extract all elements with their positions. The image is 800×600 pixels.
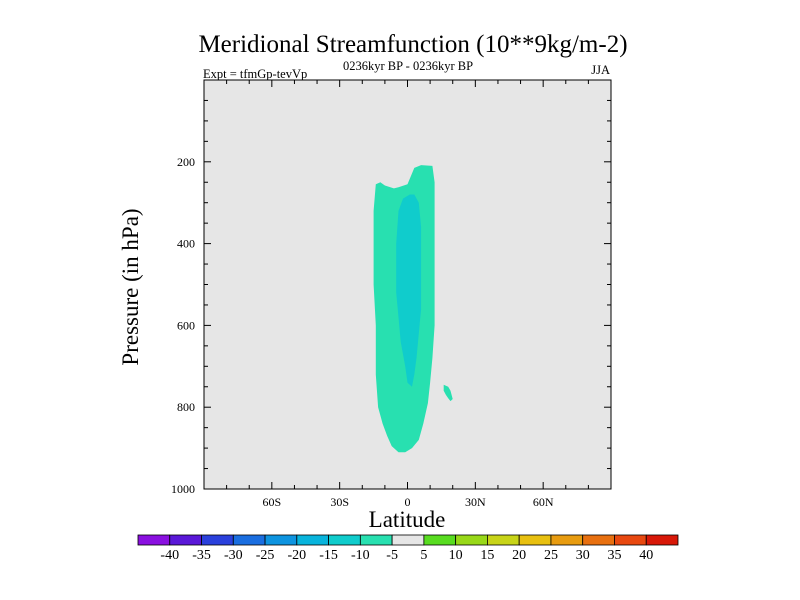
colorbar-swatch [582,534,615,546]
colorbar-swatch [169,534,202,546]
colorbar-swatch [359,534,393,546]
colorbar-label: 5 [420,548,427,563]
colorbar-swatch [550,534,584,546]
colorbar-swatch [328,534,361,546]
colorbar-swatch [201,534,234,546]
colorbar-label: -20 [287,548,306,563]
colorbar-swatch [296,534,329,546]
colorbar-label: 40 [639,548,653,563]
chart-title: Meridional Streamfunction (10**9kg/m-2) [198,31,627,58]
colorbar-label: -40 [160,548,179,563]
colorbar-label: 20 [512,548,526,563]
y-tick-label: 400 [177,237,195,251]
colorbar-swatch [518,534,552,546]
colorbar-swatch [455,534,488,546]
colorbar-label: 25 [544,548,558,563]
experiment-label: Expt = tfmGp-tevVp [203,67,307,81]
colorbar-label: 15 [480,548,494,563]
y-axis: 200 400 600 800 1000 [171,99,611,496]
colorbar-label: -15 [319,548,338,563]
y-tick-label: 800 [177,400,195,414]
colorbar-label: -25 [256,548,275,563]
x-tick-label: 0 [405,495,411,509]
colorbar-swatch [264,534,298,546]
season-label: JJA [591,63,610,77]
y-axis-label: Pressure (in hPa) [118,208,143,365]
period-label: 0236kyr BP - 0236kyr BP [343,59,473,73]
colorbar-swatch [614,534,647,546]
colorbar-swatch [645,534,679,546]
x-axis: 60S 30S 0 30N 60N [203,80,612,509]
colorbar-label: 10 [449,548,463,563]
contour-region-3 [443,384,453,402]
colorbar-label: -35 [192,548,211,563]
colorbar-label: -30 [224,548,243,563]
contour-region-2 [396,194,422,387]
x-axis-label: Latitude [369,507,446,532]
colorbar-label: -5 [386,548,398,563]
contour-layer [373,165,453,453]
x-tick-label: 30N [465,495,486,509]
x-tick-label: 60S [262,495,281,509]
colorbar-swatch [137,534,171,546]
y-tick-label: 600 [177,318,195,332]
colorbar-label: 30 [576,548,590,563]
colorbar-swatch [487,534,520,546]
colorbar: -40 -35 -30 -25 -20 -15 -10 -5 5 10 15 20 25 30 35 40 [137,534,679,563]
colorbar-swatch [391,534,425,546]
x-tick-label: 60N [533,495,554,509]
colorbar-label: 35 [607,548,621,563]
colorbar-swatch [232,534,266,546]
x-tick-label: 30S [330,495,349,509]
y-tick-label: 200 [177,155,195,169]
y-tick-label: 1000 [171,482,195,496]
colorbar-swatch [423,534,457,546]
colorbar-label: -10 [351,548,370,563]
